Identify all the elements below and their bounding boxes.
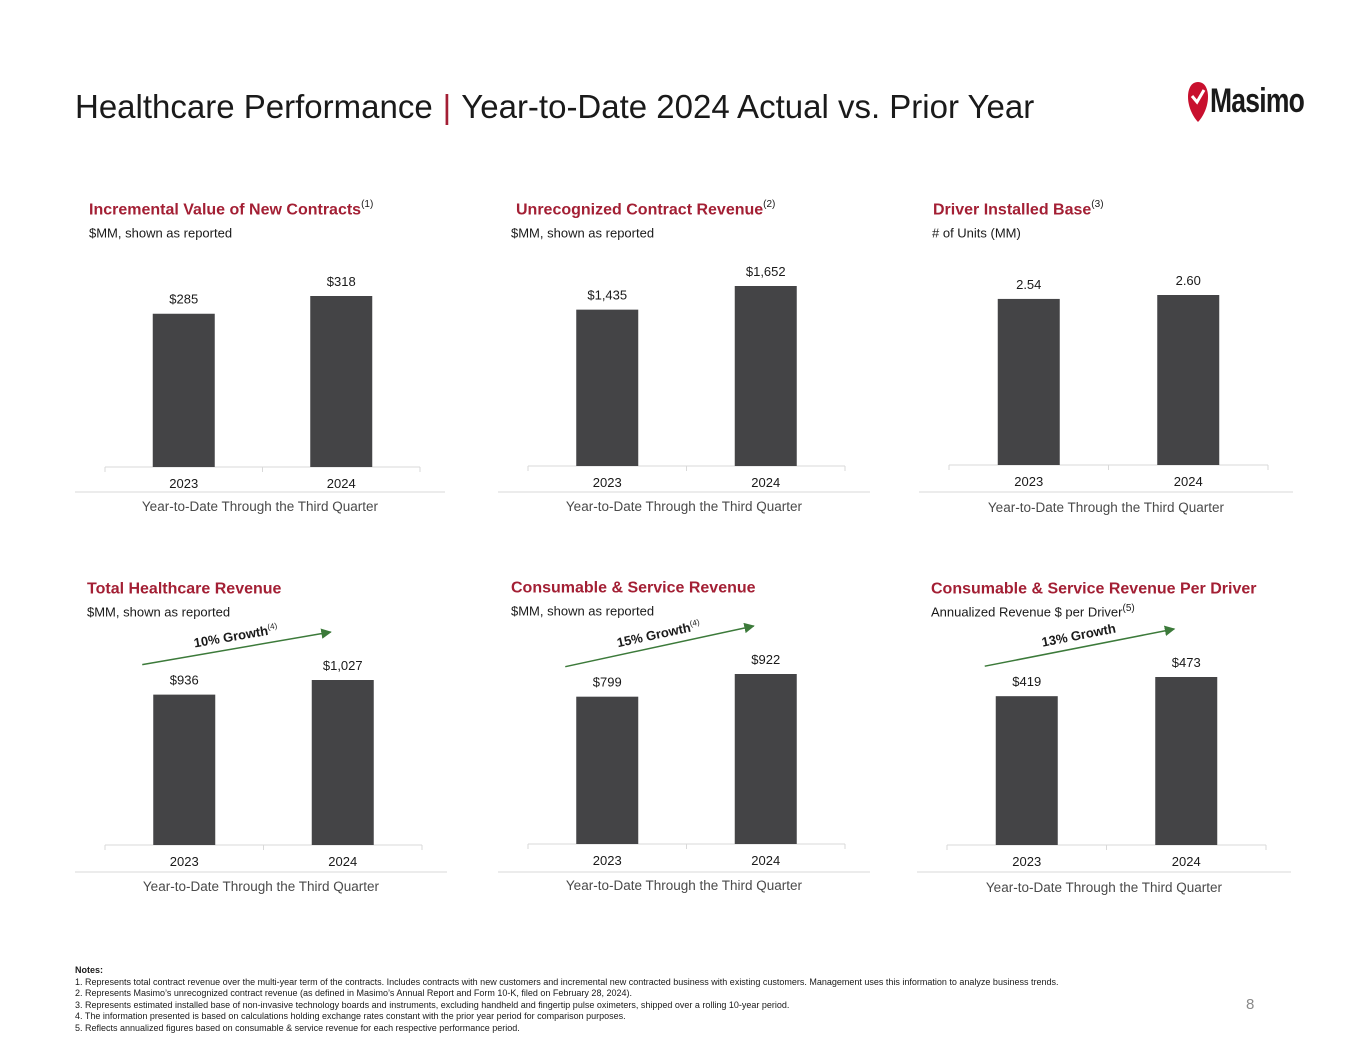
panel-title: Unrecognized Contract Revenue(2) xyxy=(516,199,776,219)
tick-label: 2024 xyxy=(327,476,356,491)
chart-revenue-per-driver: $419 2023 $473 2024 13% Growth xyxy=(917,621,1291,873)
tick-label: 2024 xyxy=(1174,474,1203,489)
footnotes: Notes: 1. Represents total contract reve… xyxy=(75,965,1058,1034)
bar xyxy=(1157,295,1220,465)
data-label: $922 xyxy=(751,652,780,667)
panel-subtitle: # of Units (MM) xyxy=(932,225,1021,241)
panel-subtitle: $MM, shown as reported xyxy=(511,225,655,241)
bar xyxy=(1155,677,1218,845)
growth-footnote-ref: (4) xyxy=(267,621,278,632)
note-item: 3. Represents estimated installed base o… xyxy=(75,999,790,1010)
tick-label: 2023 xyxy=(593,475,622,490)
chart-total-healthcare-revenue: $936 2023 $1,027 2024 10% Growth(4) xyxy=(75,621,447,873)
data-label: $936 xyxy=(170,673,199,688)
note-item: 1. Represents total contract revenue ove… xyxy=(75,976,1059,987)
data-label: $285 xyxy=(169,292,198,307)
title-separator: | xyxy=(442,88,452,125)
panel-title: Incremental Value of New Contracts(1) xyxy=(89,199,374,219)
panel-title: Consumable & Service Revenue xyxy=(511,579,756,597)
panel-subtitle: $MM, shown as reported xyxy=(89,225,233,241)
tick-label: 2024 xyxy=(751,853,780,868)
chart-consumable-service-revenue: $799 2023 $922 2024 15% Growth(4) xyxy=(498,618,870,873)
growth-arrow xyxy=(984,625,1176,667)
data-label: $1,027 xyxy=(323,658,363,673)
data-label: $318 xyxy=(327,274,356,289)
title-right: Year-to-Date 2024 Actual vs. Prior Year xyxy=(461,88,1035,125)
data-label: $799 xyxy=(593,675,622,690)
note-item: 5. Reflects annualized figures based on … xyxy=(75,1022,520,1033)
chart-caption: Year-to-Date Through the Third Quarter xyxy=(141,499,379,514)
masimo-logo-icon xyxy=(1188,82,1208,122)
notes-header: Notes: xyxy=(75,965,104,975)
growth-footnote-ref: (4) xyxy=(689,618,701,629)
tick-label: 2024 xyxy=(1172,854,1201,869)
masimo-logo: Masimo xyxy=(1186,80,1305,128)
data-label: 2.60 xyxy=(1176,273,1201,288)
tick-label: 2023 xyxy=(593,853,622,868)
chart-unrecognized-revenue: $1,435 2023 $1,652 2024 xyxy=(498,264,870,493)
bar xyxy=(310,296,373,467)
chart-driver-installed-base: 2.54 2023 2.60 2024 xyxy=(919,273,1293,493)
bar xyxy=(576,696,639,844)
tick-label: 2023 xyxy=(170,854,199,869)
data-label: 2.54 xyxy=(1016,277,1041,292)
bar xyxy=(997,298,1060,465)
page-title: Healthcare Performance | Year-to-Date 2024… xyxy=(75,88,1034,126)
growth-label: 15% Growth(4) xyxy=(615,618,701,651)
bar xyxy=(576,309,639,466)
data-label: $473 xyxy=(1172,655,1201,670)
panel-subtitle: $MM, shown as reported xyxy=(511,603,655,619)
growth-label: 10% Growth(4) xyxy=(193,621,280,650)
panel-subtitle: $MM, shown as reported xyxy=(87,604,231,620)
bar xyxy=(153,694,216,845)
growth-arrow xyxy=(565,622,755,668)
data-label: $419 xyxy=(1012,674,1041,689)
bar xyxy=(734,674,797,844)
chart-incremental-value: $285 2023 $318 2024 xyxy=(75,274,445,493)
chart-caption: Year-to-Date Through the Third Quarter xyxy=(565,499,803,514)
data-label: $1,652 xyxy=(746,264,786,279)
growth-arrow xyxy=(142,628,332,666)
tick-label: 2024 xyxy=(751,475,780,490)
masimo-logo-text: Masimo xyxy=(1210,82,1305,120)
page-number: 8 xyxy=(1246,996,1255,1013)
panel-title: Consumable & Service Revenue Per Driver xyxy=(931,580,1257,598)
chart-caption: Year-to-Date Through the Third Quarter xyxy=(565,878,803,893)
tick-label: 2023 xyxy=(1014,474,1043,489)
chart-caption: Year-to-Date Through the Third Quarter xyxy=(987,500,1225,515)
title-left: Healthcare Performance xyxy=(75,88,433,125)
growth-label: 13% Growth xyxy=(1040,621,1117,650)
tick-label: 2023 xyxy=(169,476,198,491)
panel-title: Driver Installed Base(3) xyxy=(933,199,1104,219)
tick-label: 2023 xyxy=(1012,854,1041,869)
chart-caption: Year-to-Date Through the Third Quarter xyxy=(985,880,1223,895)
bar xyxy=(152,313,215,467)
bar xyxy=(734,286,797,466)
tick-label: 2024 xyxy=(328,854,357,869)
panel-subtitle: Annualized Revenue $ per Driver(5) xyxy=(931,603,1135,620)
note-item: 2. Represents Masimo’s unrecognized cont… xyxy=(75,988,632,998)
note-item: 4. The information presented is based on… xyxy=(75,1011,626,1021)
data-label: $1,435 xyxy=(587,288,627,303)
bar xyxy=(995,696,1058,845)
chart-caption: Year-to-Date Through the Third Quarter xyxy=(142,879,380,894)
bar xyxy=(311,680,374,845)
panel-title: Total Healthcare Revenue xyxy=(87,580,282,598)
